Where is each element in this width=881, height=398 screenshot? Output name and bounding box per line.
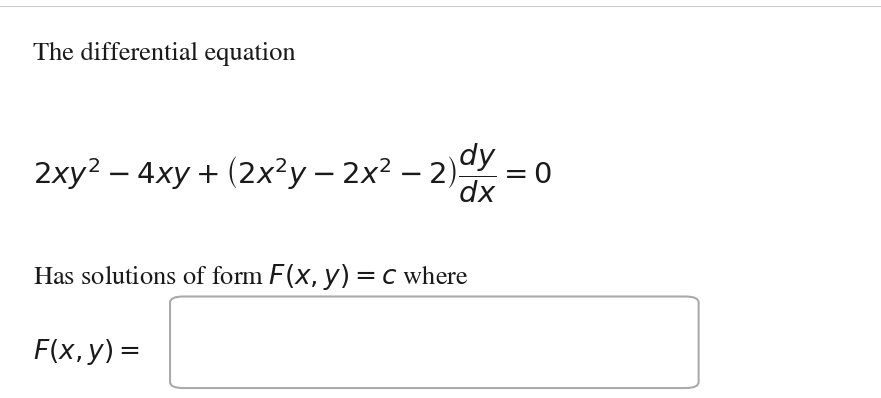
Text: $F(x, y) = $: $F(x, y) = $ bbox=[33, 337, 140, 367]
FancyBboxPatch shape bbox=[170, 297, 699, 388]
Text: $2xy^2 - 4xy + \left(2x^2y - 2x^2 - 2\right)\dfrac{dy}{dx} = 0$: $2xy^2 - 4xy + \left(2x^2y - 2x^2 - 2\ri… bbox=[33, 142, 553, 205]
Text: The differential equation: The differential equation bbox=[33, 42, 296, 66]
Text: Has solutions of form $F(x, y) = c$ where: Has solutions of form $F(x, y) = c$ wher… bbox=[33, 261, 470, 292]
